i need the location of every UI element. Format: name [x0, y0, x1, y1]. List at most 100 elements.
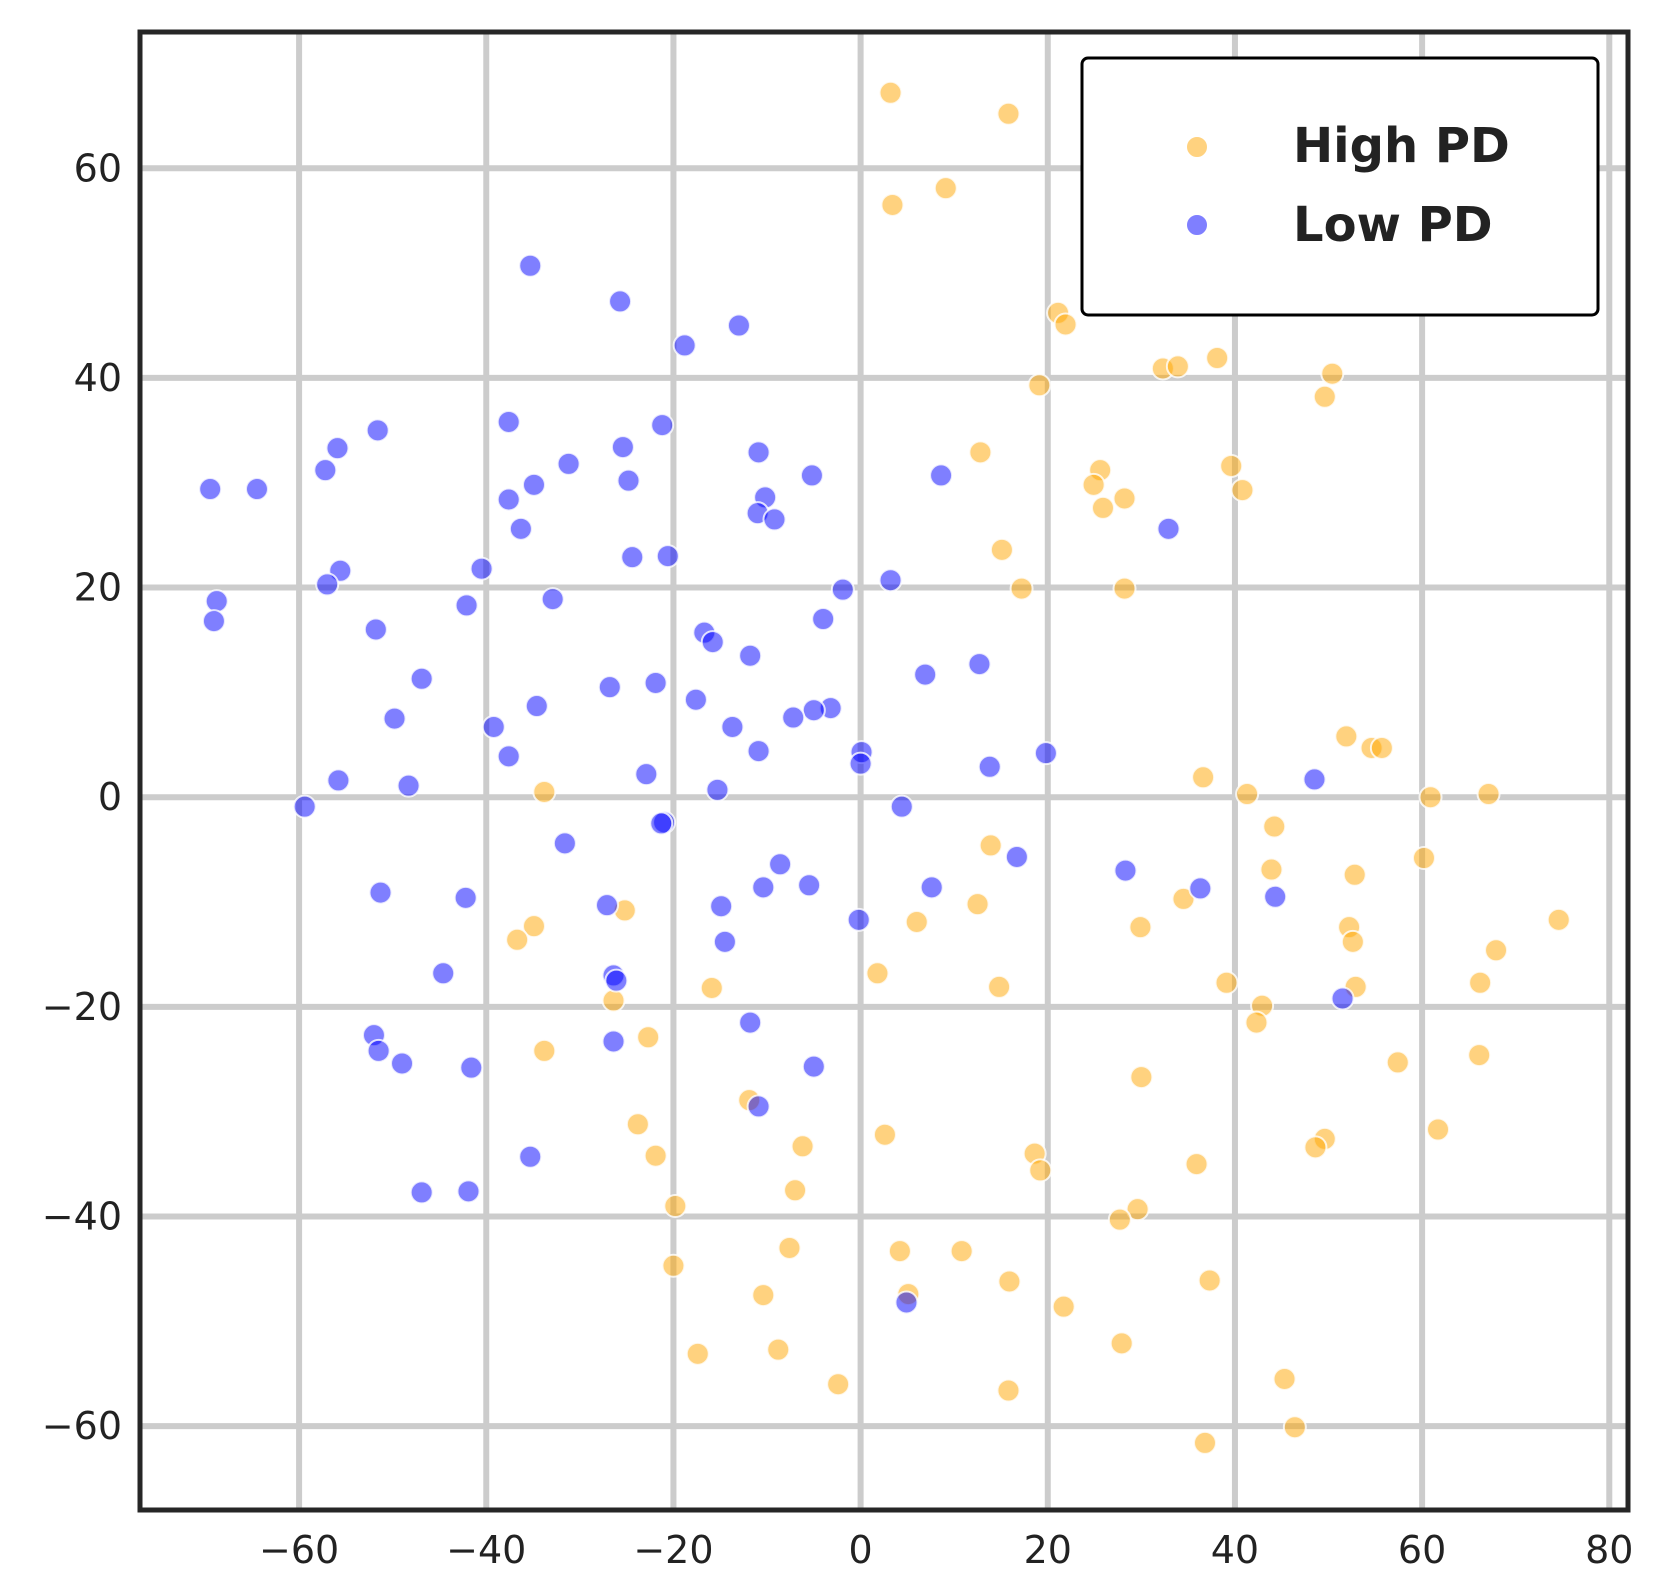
scatter-point: [1282, 1415, 1307, 1440]
scatter-point: [977, 754, 1002, 779]
scatter-point: [1263, 884, 1288, 909]
legend: High PD Low PD: [1080, 56, 1600, 317]
scatter-point: [872, 1122, 897, 1147]
scatter-point: [643, 670, 668, 695]
x-tick-label: 0: [849, 1528, 873, 1572]
legend-label-low-pd: Low PD: [1293, 197, 1493, 253]
scatter-point: [524, 694, 549, 719]
scatter-point: [532, 1038, 557, 1063]
scatter-point: [880, 192, 905, 217]
x-tick-label: −60: [259, 1528, 339, 1572]
scatter-point: [1468, 970, 1493, 995]
scatter-point: [518, 253, 543, 278]
scatter-point: [1009, 576, 1034, 601]
scatter-point: [1156, 516, 1181, 541]
scatter-point: [726, 313, 751, 338]
scatter-point: [204, 589, 229, 614]
scatter-point: [396, 773, 421, 798]
scatter-point: [1191, 765, 1216, 790]
legend-box: [1080, 56, 1600, 317]
scatter-point: [1171, 886, 1196, 911]
scatter-point: [382, 706, 407, 731]
scatter-point: [790, 1134, 815, 1159]
scatter-point: [1340, 929, 1365, 954]
scatter-point: [712, 929, 737, 954]
scatter-point: [1262, 814, 1287, 839]
scatter-point: [738, 643, 763, 668]
scatter-point: [1197, 1268, 1222, 1293]
series-low-pd: [198, 253, 1355, 1315]
scatter-point: [469, 556, 494, 581]
scatter-point: [965, 892, 990, 917]
scatter-point: [1051, 1294, 1076, 1319]
scatter-point: [409, 666, 434, 691]
y-tick-label: 60: [74, 146, 122, 190]
y-tick-label: −40: [42, 1194, 122, 1238]
legend-marker-low-pd: [1185, 213, 1209, 237]
y-tick-label: −60: [42, 1404, 122, 1448]
scatter-point: [1418, 785, 1443, 810]
scatter-point: [830, 577, 855, 602]
scatter-point: [636, 1025, 661, 1050]
scatter-point: [1129, 1065, 1154, 1090]
scatter-point: [1235, 782, 1260, 807]
scatter-point: [1214, 970, 1239, 995]
scatter-point: [597, 675, 622, 700]
scatter-point: [1128, 915, 1153, 940]
scatter-point: [989, 537, 1014, 562]
scatter-point: [913, 662, 938, 687]
scatter-point: [865, 961, 890, 986]
scatter-point: [496, 409, 521, 434]
scatter-point: [663, 1194, 688, 1219]
scatter-point: [826, 1372, 851, 1397]
scatter-point: [201, 609, 226, 634]
scatter-point: [1027, 373, 1052, 398]
scatter-point: [1342, 862, 1367, 887]
scatter-point: [919, 875, 944, 900]
scatter-point: [1188, 876, 1213, 901]
scatter-point: [746, 739, 771, 764]
scatter-point: [608, 289, 633, 314]
scatter-point: [556, 451, 581, 476]
x-tick-label: 60: [1398, 1528, 1446, 1572]
scatter-point: [720, 714, 745, 739]
scatter-point: [904, 909, 929, 934]
scatter-point: [643, 1143, 668, 1168]
scatter-point: [1090, 495, 1115, 520]
scatter-point: [781, 705, 806, 730]
scatter-point: [365, 418, 390, 443]
scatter-point: [997, 1269, 1022, 1294]
scatter-point: [1244, 1010, 1269, 1035]
scatter-point: [751, 1283, 776, 1308]
scatter-point: [1112, 576, 1137, 601]
scatter-point: [1259, 857, 1284, 882]
scatter-point: [1004, 844, 1029, 869]
scatter-point: [685, 1341, 710, 1366]
x-tick-label: 40: [1211, 1528, 1259, 1572]
scatter-point: [746, 1094, 771, 1119]
scatter-point: [594, 893, 619, 918]
scatter-point: [409, 1180, 434, 1205]
scatter-point: [801, 698, 826, 723]
scatter-point: [496, 487, 521, 512]
scatter-point: [552, 831, 577, 856]
scatter-point: [363, 617, 388, 642]
x-tick-label: 20: [1024, 1528, 1072, 1572]
legend-label-high-pd: High PD: [1293, 118, 1510, 174]
scatter-point: [1053, 312, 1078, 337]
scatter-point: [325, 436, 350, 461]
scatter-point: [683, 687, 708, 712]
scatter-point: [801, 1054, 826, 1079]
scatter-point: [1107, 1207, 1132, 1232]
scatter-point: [532, 779, 557, 804]
scatter-point: [655, 544, 680, 569]
series-high-pd: [505, 80, 1571, 1455]
scatter-point: [1205, 345, 1230, 370]
scatter-point: [699, 975, 724, 1000]
scatter-point: [846, 907, 871, 932]
scatter-point: [1330, 986, 1355, 1011]
scatter-point: [453, 885, 478, 910]
scatter-point: [987, 974, 1012, 999]
scatter-point: [505, 927, 530, 952]
